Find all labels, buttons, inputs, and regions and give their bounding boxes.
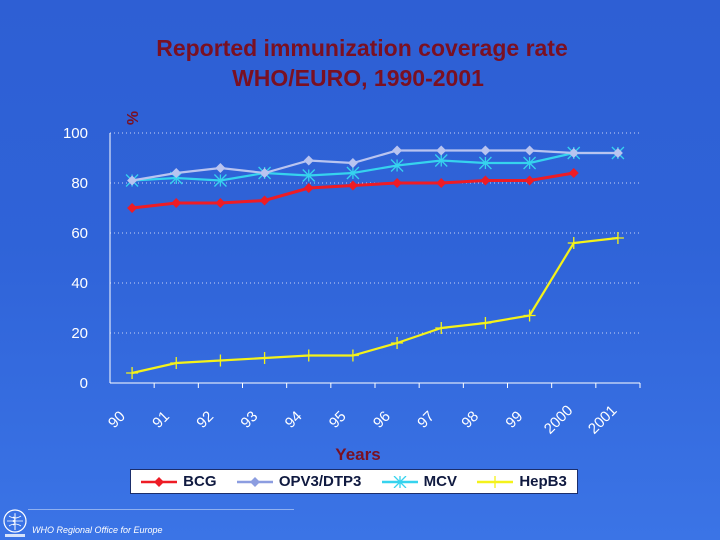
y-tick-label: 0 [80,375,88,392]
y-tick-label: 80 [71,175,88,192]
axes [109,133,641,388]
data-point [213,174,227,187]
data-point [523,156,537,170]
data-point [393,475,407,488]
series-hepb3 [126,232,624,379]
data-point [523,309,536,322]
data-point [127,203,138,213]
data-point [126,367,139,379]
data-point [346,349,359,362]
legend-swatch [381,475,418,488]
x-tick-label: 98 [458,408,482,432]
data-point [612,148,623,158]
series-mcv [125,146,625,187]
y-tick-label: 20 [71,325,88,342]
series-opv3-dtp3 [127,145,623,186]
chart-title: Reported immunization coverage rate [156,35,568,61]
legend-label: HepB3 [519,473,567,490]
x-tick-label: 93 [237,408,261,432]
y-tick-label: 40 [71,275,88,292]
legend-swatch [477,475,514,488]
data-point [392,145,403,156]
series-group [125,145,625,379]
series-bcg [127,168,579,213]
footer-text: WHO Regional Office for Europe [32,525,163,535]
x-tick-label: 95 [326,408,350,432]
x-tick-label: 91 [149,408,173,432]
data-point [568,168,579,178]
series-line [132,151,618,182]
data-point [480,175,491,186]
data-point [170,357,183,369]
data-point [480,145,491,156]
data-point [435,322,448,334]
legend-swatch [141,476,178,487]
data-point [567,237,580,249]
x-tick-label: 92 [193,408,217,432]
x-tick-label: 96 [370,408,394,432]
data-point [436,145,447,156]
data-point [347,158,358,168]
legend: BCG OPV3/DTP3 MCV HepB3 [130,469,578,494]
data-point [303,155,314,166]
legend-item: OPV3/DTP3 [236,473,362,490]
data-point [390,159,404,172]
y-tick-label: 100 [63,125,88,142]
chart-subtitle: WHO/EURO, 1990-2001 [232,65,484,91]
data-point [479,317,492,329]
x-tick-label: 97 [414,408,438,432]
data-point [249,476,260,487]
data-point [568,148,579,158]
x-tick-label: 99 [502,408,526,432]
data-point [303,183,314,193]
data-point [434,154,448,167]
data-point [478,156,492,170]
data-point [302,349,315,362]
data-point [215,198,226,208]
data-point [259,195,270,206]
legend-label: OPV3/DTP3 [278,473,362,490]
data-point [171,168,182,178]
data-point [154,476,165,487]
data-point [258,352,271,364]
data-point [524,145,535,156]
data-point [436,178,447,188]
y-tick-labels: 0 20 40 60 80 100 [63,125,88,392]
y-tick-label: 60 [71,225,88,242]
x-tick-label: 90 [105,408,129,432]
y-axis-unit: % [125,111,142,125]
data-point [171,198,182,208]
legend-item: HepB3 [477,473,567,490]
legend-swatch [236,476,273,487]
series-line [131,149,618,182]
x-tick-label: 94 [282,408,306,432]
data-point [214,354,227,367]
x-tick-label: 2000 [541,402,577,438]
data-point [524,175,535,186]
data-point [392,178,403,188]
x-tick-labels: 90 91 92 93 94 95 96 97 98 99 2000 2001 [105,402,621,438]
data-point [347,180,358,191]
data-point [489,475,502,488]
gridlines [110,132,640,334]
data-point [259,168,270,178]
data-point [127,175,138,186]
legend-label: BCG [183,473,217,490]
x-axis-label: Years [335,445,380,464]
data-point [391,337,404,349]
legend-item: MCV [381,473,457,490]
series-line [131,236,619,375]
legend-label: MCV [423,473,457,490]
footer-divider [28,509,294,510]
data-point [302,169,316,182]
data-point [346,166,360,180]
data-point [611,232,624,244]
x-tick-label: 2001 [585,402,621,438]
legend-item: BCG [141,473,217,490]
data-point [215,163,226,173]
who-logo-icon [3,509,27,537]
